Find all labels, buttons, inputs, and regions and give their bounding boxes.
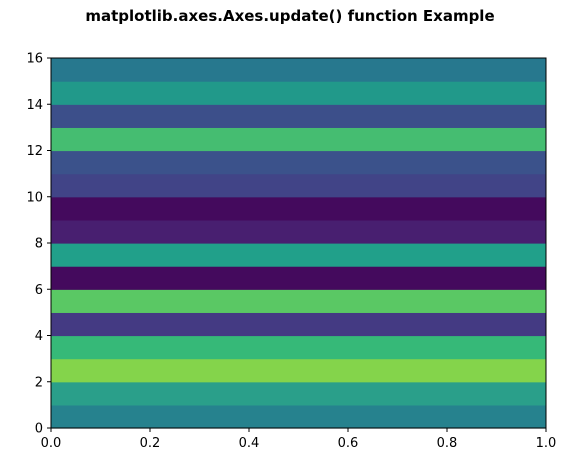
x-tick-label: 0.4 <box>239 436 260 451</box>
heatmap-band-7 <box>51 243 546 267</box>
heatmap-band-15 <box>51 58 546 82</box>
heatmap-band-5 <box>51 289 546 313</box>
y-tick-label: 12 <box>26 144 43 159</box>
x-tick-label: 0.6 <box>338 436 359 451</box>
y-tick-label: 6 <box>35 283 43 298</box>
y-axis: 0 2 4 6 8 10 12 14 16 <box>26 52 51 437</box>
x-tick-label: 0.2 <box>140 436 161 451</box>
heatmap-bands <box>51 58 546 429</box>
heatmap-band-6 <box>51 266 546 290</box>
heatmap-band-9 <box>51 196 546 221</box>
x-tick-label: 0.0 <box>41 436 62 451</box>
chart-title: matplotlib.axes.Axes.update() function E… <box>85 7 495 25</box>
y-tick-label: 4 <box>35 329 43 344</box>
x-axis: 0.0 0.2 0.4 0.6 0.8 1.0 <box>41 428 557 451</box>
heatmap-band-2 <box>51 358 546 383</box>
heatmap-band-14 <box>51 81 546 105</box>
heatmap-band-8 <box>51 219 546 244</box>
heatmap-band-10 <box>51 173 546 198</box>
y-tick-label: 14 <box>26 98 43 113</box>
heatmap-band-11 <box>51 150 546 175</box>
heatmap-band-4 <box>51 312 546 337</box>
heatmap-band-13 <box>51 104 546 128</box>
x-tick-label: 1.0 <box>536 436 557 451</box>
y-tick-label: 0 <box>35 422 43 437</box>
heatmap-band-12 <box>51 127 546 152</box>
heatmap-band-1 <box>51 381 546 406</box>
y-tick-label: 16 <box>26 52 43 67</box>
y-tick-label: 8 <box>35 237 43 252</box>
y-tick-label: 10 <box>26 190 43 205</box>
y-tick-label: 2 <box>35 375 43 390</box>
heatmap-band-3 <box>51 335 546 360</box>
x-tick-label: 0.8 <box>437 436 458 451</box>
heatmap-band-0 <box>51 404 546 429</box>
